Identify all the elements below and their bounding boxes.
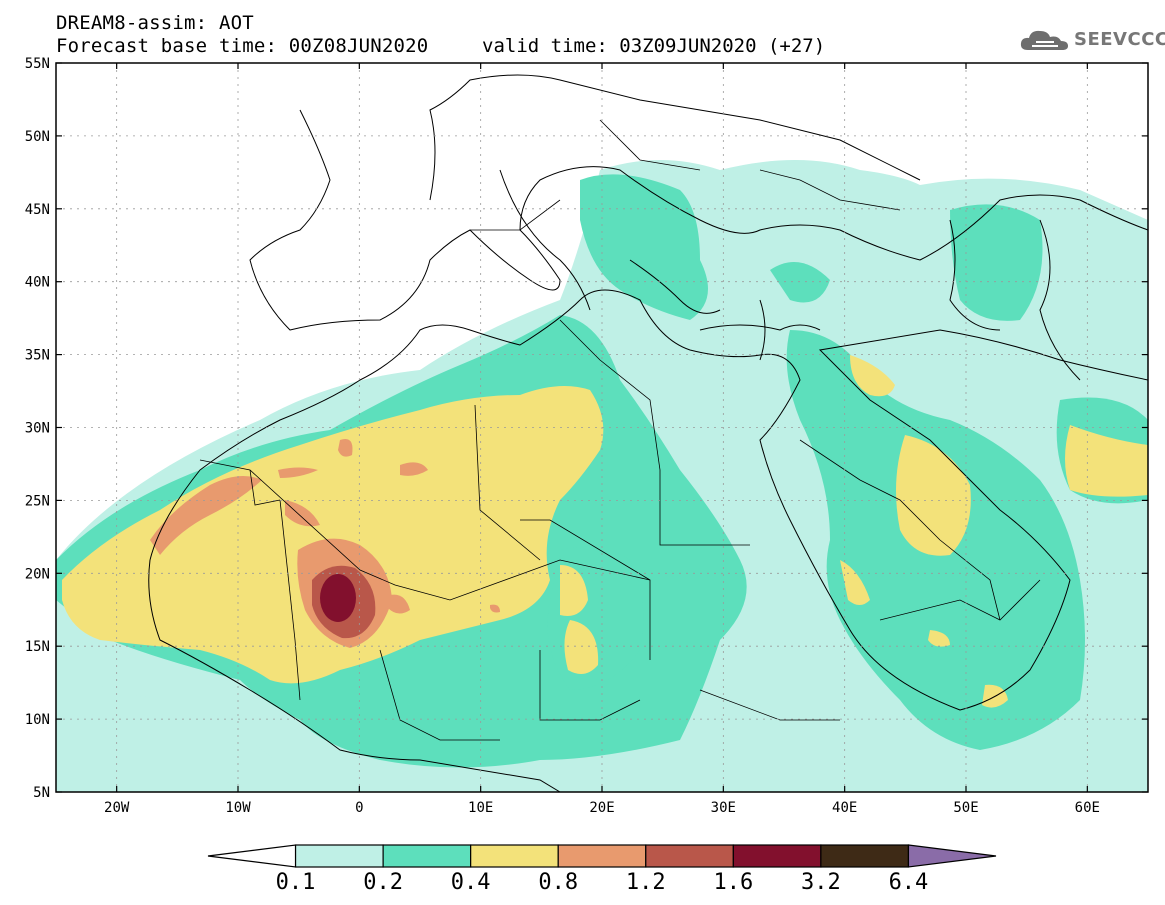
logo-text: SEEVCCC: [1074, 29, 1165, 50]
colorbar-label: 6.4: [888, 870, 929, 895]
latitude-label: 40N: [25, 275, 50, 291]
colorbar-label: 1.2: [625, 870, 666, 895]
longitude-label: 60E: [1075, 800, 1100, 816]
latitude-label: 20N: [25, 566, 50, 582]
longitude-label: 50E: [953, 800, 978, 816]
colorbar-label: 3.2: [801, 870, 841, 895]
seevccc-logo: SEEVCCC: [1018, 26, 1165, 54]
colorbar-segment: [382, 844, 472, 868]
colorbar-segment: [557, 844, 647, 868]
graticule: [56, 63, 1148, 792]
longitude-label: 10W: [225, 800, 251, 816]
colorbar-segment: [470, 844, 559, 868]
latitude-label: 25N: [25, 493, 50, 509]
colorbar-segment: [645, 844, 734, 868]
longitude-label: 20E: [589, 800, 614, 816]
colorbar-label: 0.8: [538, 870, 579, 895]
latitude-label: 35N: [25, 348, 50, 364]
longitude-label: 10E: [468, 800, 493, 816]
colorbar-segment: [732, 844, 822, 868]
longitude-label: 20W: [104, 800, 130, 816]
map-title: DREAM8-assim: AOT: [56, 12, 254, 34]
latitude-labels: 55N 50N 45N 40N 35N 30N 25N 20N 15N 10N 5N: [25, 56, 50, 801]
coastlines: [148, 74, 1148, 792]
colorbar-segment: [820, 844, 910, 868]
longitude-label: 40E: [832, 800, 857, 816]
latitude-label: 50N: [25, 129, 50, 145]
colorbar-label: 0.1: [275, 870, 316, 895]
colorbar-label: 1.6: [713, 870, 754, 895]
latitude-label: 5N: [33, 785, 50, 801]
valid-time: valid time: 03Z09JUN2020 (+27): [482, 35, 826, 57]
colorbar-segment: [907, 844, 997, 868]
colorbar-label: 0.4: [450, 870, 491, 895]
latitude-label: 15N: [25, 639, 50, 655]
colorbar-label: 0.2: [363, 870, 403, 895]
aot-level-1-6: [320, 574, 356, 622]
aot-level-0-4: [62, 355, 1148, 708]
colorbar-segment: [207, 844, 297, 868]
forecast-base-time: Forecast base time: 00Z08JUN2020: [56, 35, 429, 57]
latitude-label: 45N: [25, 202, 50, 218]
latitude-label: 30N: [25, 421, 50, 437]
longitude-labels: 20W 10W 0 10E 20E 30E 40E 50E 60E: [104, 800, 1100, 816]
longitude-label: 30E: [711, 800, 736, 816]
country-borders: [199, 119, 1041, 741]
latitude-label: 10N: [25, 712, 50, 728]
longitude-label: 0: [355, 800, 363, 816]
latitude-label: 55N: [25, 56, 50, 72]
colorbar-segment: [294, 844, 384, 868]
colorbar: [207, 844, 997, 868]
axis-ticks: [56, 62, 1148, 793]
cloud-icon: [1020, 30, 1068, 50]
